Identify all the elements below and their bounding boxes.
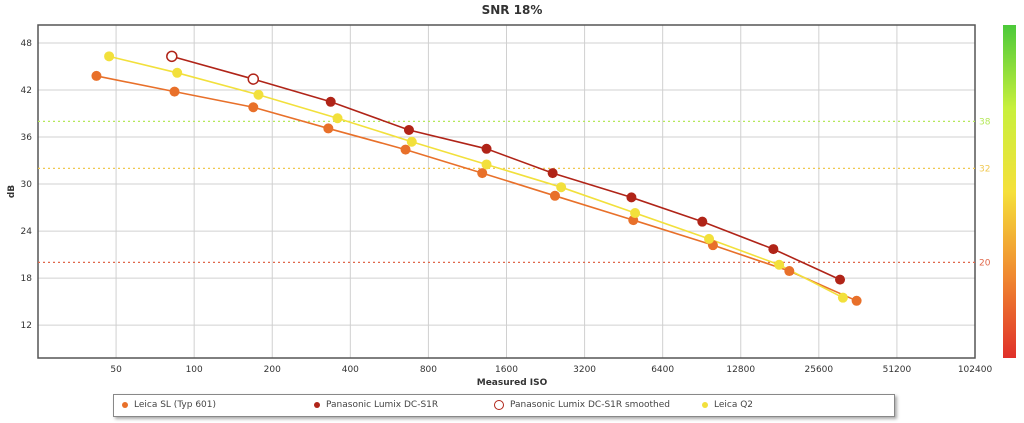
- x-axis-label: Measured ISO: [477, 378, 548, 388]
- data-point: [837, 292, 848, 303]
- data-point: [323, 123, 334, 134]
- series-line-leica-sl: [96, 75, 857, 302]
- legend-label: Panasonic Lumix DC-S1R: [326, 400, 439, 410]
- legend-label: Panasonic Lumix DC-S1R smoothed: [510, 400, 670, 410]
- data-point: [630, 208, 641, 219]
- data-point: [247, 73, 260, 85]
- data-point: [697, 216, 708, 227]
- legend: Leica SL (Typ 601) Panasonic Lumix DC-S1R…: [113, 394, 895, 417]
- data-point: [835, 274, 846, 285]
- legend-marker-icon: [702, 402, 708, 408]
- x-tick-label: 100: [186, 365, 203, 375]
- x-tick-label: 200: [264, 365, 281, 375]
- series-line-panasonic-s1r: [171, 55, 841, 281]
- legend-item[interactable]: Panasonic Lumix DC-S1R: [314, 400, 438, 410]
- data-point: [549, 190, 560, 201]
- x-tick-label: 51200: [883, 365, 912, 375]
- data-point: [104, 51, 115, 62]
- data-point: [784, 266, 795, 277]
- x-tick-label: 1600: [495, 365, 518, 375]
- legend-item[interactable]: Leica SL (Typ 601): [122, 400, 216, 410]
- data-point: [172, 67, 183, 78]
- data-point: [481, 143, 492, 154]
- legend-marker-icon: [494, 400, 504, 410]
- y-tick-label: 12: [21, 321, 32, 331]
- data-point: [556, 182, 567, 193]
- colorbar: [1003, 25, 1016, 358]
- legend-marker-icon: [314, 402, 320, 408]
- y-tick-label: 30: [21, 180, 33, 190]
- data-point: [774, 259, 785, 270]
- data-point: [253, 89, 264, 100]
- data-point: [91, 70, 102, 81]
- reference-line-label: 38: [979, 117, 991, 127]
- data-point: [481, 159, 492, 170]
- x-tick-label: 25600: [805, 365, 834, 375]
- data-point: [248, 102, 259, 113]
- data-point: [477, 168, 488, 179]
- x-tick-label: 50: [110, 365, 122, 375]
- data-point: [547, 168, 558, 179]
- data-point: [169, 86, 180, 97]
- y-tick-label: 42: [21, 86, 32, 96]
- reference-line-label: 32: [979, 164, 990, 174]
- data-point: [332, 113, 343, 124]
- x-tick-label: 102400: [958, 365, 993, 375]
- y-tick-label: 36: [21, 133, 33, 143]
- reference-line-label: 20: [979, 258, 991, 268]
- data-point: [403, 124, 414, 135]
- legend-marker-icon: [122, 402, 128, 408]
- data-point: [400, 144, 411, 155]
- x-tick-label: 12800: [726, 365, 755, 375]
- data-point: [325, 96, 336, 107]
- series-line-leica-q2: [108, 55, 844, 299]
- data-point: [406, 136, 417, 147]
- x-tick-label: 400: [342, 365, 359, 375]
- x-tick-label: 3200: [573, 365, 596, 375]
- legend-label: Leica SL (Typ 601): [134, 400, 217, 410]
- plot-border: [37, 24, 976, 359]
- legend-item[interactable]: Leica Q2: [702, 400, 753, 410]
- data-point: [768, 244, 779, 255]
- legend-label: Leica Q2: [714, 400, 754, 410]
- x-tick-label: 800: [420, 365, 437, 375]
- chart-title: SNR 18%: [481, 3, 543, 17]
- y-tick-label: 48: [21, 39, 33, 49]
- legend-item[interactable]: Panasonic Lumix DC-S1R smoothed: [494, 400, 670, 410]
- data-point: [166, 50, 178, 63]
- data-point: [851, 295, 862, 306]
- data-point: [626, 192, 637, 203]
- data-point: [704, 233, 715, 244]
- y-tick-label: 24: [21, 227, 33, 237]
- x-tick-label: 6400: [651, 365, 674, 375]
- y-axis-label: dB: [7, 185, 17, 198]
- y-tick-label: 18: [21, 274, 33, 284]
